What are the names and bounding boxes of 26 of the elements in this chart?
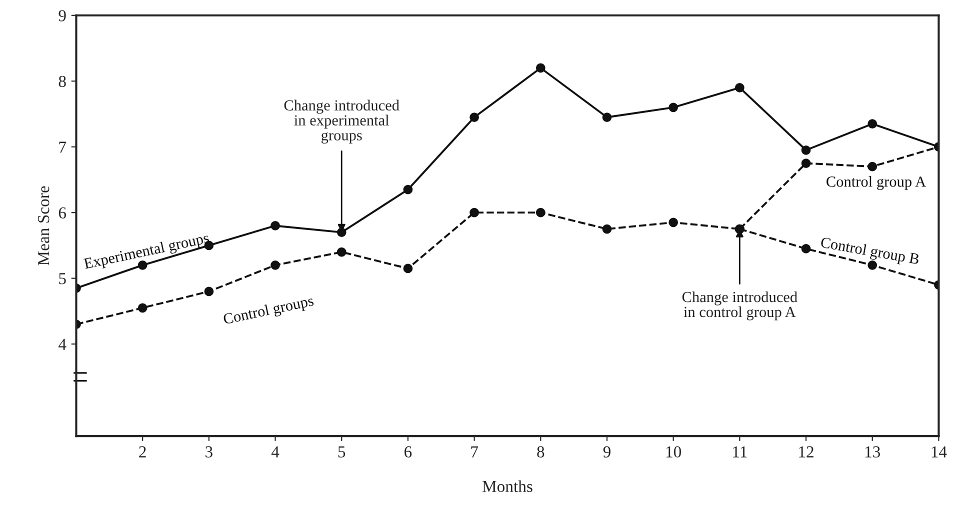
x-tick-label: 9 <box>603 446 610 458</box>
annotation: Change introduced in control group A <box>682 291 798 320</box>
x-tick-label: 4 <box>271 446 280 458</box>
x-tick-label: 12 <box>799 446 814 458</box>
text: Control group B <box>820 236 920 268</box>
x-tick-label: 10 <box>666 446 682 458</box>
x-tick-label: 6 <box>404 446 412 458</box>
y-tick-label: 5 <box>59 273 66 284</box>
x-tick-label: 7 <box>471 446 478 458</box>
y-tick-label: 6 <box>58 207 66 219</box>
y-tick-label: 4 <box>58 338 66 350</box>
x-axis-title: Months <box>482 480 532 492</box>
x-tick-label: 8 <box>537 446 544 458</box>
y-tick-label: 7 <box>59 142 66 153</box>
x-tick-label: 2 <box>139 446 146 458</box>
x-tick-label: 11 <box>733 446 747 458</box>
annotation: Change introduced in experimental groups <box>284 100 400 144</box>
series-label: Control group A <box>826 176 926 190</box>
y-tick-label: 8 <box>58 76 66 88</box>
y-axis-title: Mean Score <box>38 186 50 266</box>
text: Control groups <box>222 294 315 328</box>
x-tick-label: 5 <box>338 446 346 458</box>
x-tick-label: 13 <box>865 446 880 458</box>
y-tick-label: 9 <box>58 10 66 22</box>
x-tick-label: 14 <box>932 446 947 458</box>
x-tick-label: 3 <box>206 446 212 458</box>
